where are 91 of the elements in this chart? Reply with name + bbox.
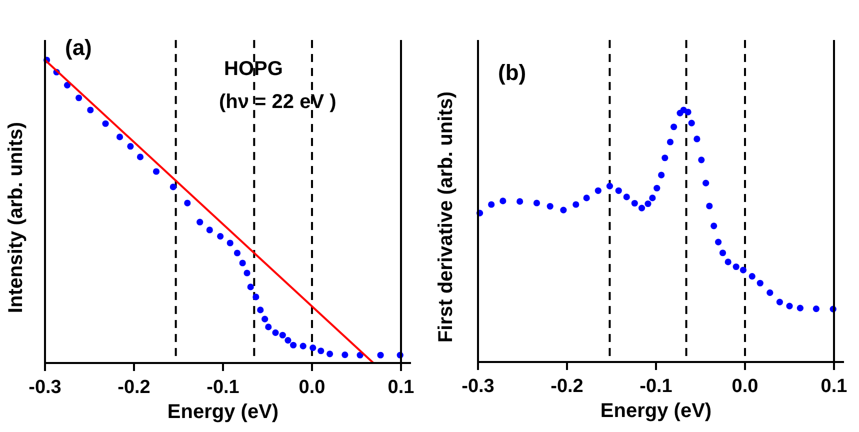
x-tick-label: -0.1 xyxy=(640,376,673,397)
point xyxy=(623,194,630,200)
point xyxy=(136,154,144,160)
point xyxy=(170,184,176,190)
point xyxy=(546,202,554,210)
point xyxy=(488,201,495,208)
point xyxy=(748,273,756,280)
x-tick-label: -0.2 xyxy=(118,377,150,398)
point xyxy=(658,172,665,178)
point xyxy=(776,298,784,306)
point xyxy=(583,194,590,202)
point xyxy=(766,289,774,296)
point xyxy=(64,82,71,88)
point xyxy=(715,238,722,246)
point xyxy=(300,342,306,350)
point xyxy=(533,200,540,206)
point xyxy=(116,134,124,140)
point xyxy=(326,350,334,358)
point xyxy=(694,136,700,142)
point xyxy=(654,184,660,192)
point xyxy=(76,94,82,102)
point xyxy=(796,304,804,312)
point xyxy=(239,260,246,266)
point xyxy=(756,280,764,286)
point xyxy=(688,120,695,126)
point xyxy=(265,324,272,330)
point xyxy=(226,240,234,246)
point xyxy=(262,316,268,322)
x-tick-label: -0.3 xyxy=(28,377,62,398)
point xyxy=(710,222,718,230)
point xyxy=(732,263,740,270)
point xyxy=(706,202,713,210)
point xyxy=(284,336,292,344)
text: (b) xyxy=(498,60,526,85)
y-axis-title: First derivative (arb. units) xyxy=(435,91,457,343)
point xyxy=(257,306,264,314)
point xyxy=(272,329,279,336)
point xyxy=(87,106,94,114)
point xyxy=(719,250,726,256)
point xyxy=(206,226,213,234)
point xyxy=(560,206,567,214)
annotation: HOPG xyxy=(224,58,283,80)
point xyxy=(786,302,793,310)
point xyxy=(684,108,692,116)
point xyxy=(318,348,324,354)
x-tick-label: 0.0 xyxy=(298,377,326,398)
point xyxy=(356,352,364,358)
point xyxy=(631,200,638,207)
point xyxy=(644,200,652,208)
x-tick-label: 0.1 xyxy=(820,376,848,397)
point xyxy=(102,120,109,127)
point xyxy=(247,284,254,290)
point xyxy=(594,187,602,194)
x-tick-label: -0.1 xyxy=(206,377,240,398)
point xyxy=(500,198,506,204)
x-tick-label: 0.0 xyxy=(732,376,758,397)
point xyxy=(516,198,524,205)
point xyxy=(152,168,160,175)
point xyxy=(698,156,705,164)
point xyxy=(252,294,260,300)
point xyxy=(127,143,134,150)
point xyxy=(234,250,241,256)
annotation: (hν = 22 eV ) xyxy=(219,91,336,113)
x-axis-title: Energy (eV) xyxy=(600,400,712,422)
point xyxy=(572,201,580,208)
point xyxy=(377,352,384,358)
x-tick-label: -0.3 xyxy=(462,376,494,397)
point xyxy=(666,138,674,146)
point xyxy=(217,233,224,240)
point xyxy=(279,332,286,338)
point xyxy=(812,306,820,312)
x-tick-label: -0.2 xyxy=(550,376,584,397)
point xyxy=(290,342,297,348)
y-axis-title: Intensity (arb. units) xyxy=(5,122,27,314)
point xyxy=(606,182,614,190)
point xyxy=(244,270,250,276)
point xyxy=(184,200,191,206)
point xyxy=(342,352,348,358)
point xyxy=(724,258,732,266)
point xyxy=(638,204,646,212)
point xyxy=(196,218,204,226)
point xyxy=(670,124,678,130)
point xyxy=(615,187,622,194)
point xyxy=(740,266,747,274)
point xyxy=(649,194,656,202)
annotation: (a) xyxy=(65,35,92,60)
point xyxy=(702,180,710,186)
x-axis-title: Energy (eV) xyxy=(167,401,279,423)
x-tick-label: 0.1 xyxy=(388,377,415,398)
point xyxy=(310,344,316,352)
point xyxy=(662,154,668,162)
